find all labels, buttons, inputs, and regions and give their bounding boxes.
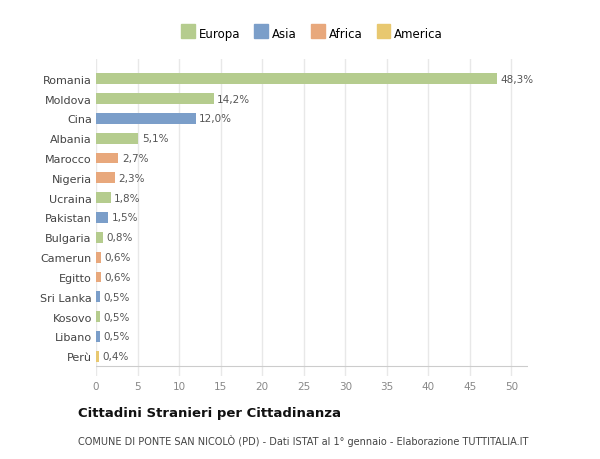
Bar — [96, 351, 100, 362]
Bar — [96, 134, 139, 144]
Text: 0,5%: 0,5% — [103, 312, 130, 322]
Bar — [96, 272, 101, 283]
Text: 0,4%: 0,4% — [103, 352, 129, 362]
Text: 14,2%: 14,2% — [217, 94, 250, 104]
Bar — [96, 173, 115, 184]
Text: 0,6%: 0,6% — [104, 272, 131, 282]
Bar — [96, 292, 100, 302]
Text: 2,3%: 2,3% — [118, 174, 145, 184]
Text: COMUNE DI PONTE SAN NICOLÒ (PD) - Dati ISTAT al 1° gennaio - Elaborazione TUTTIT: COMUNE DI PONTE SAN NICOLÒ (PD) - Dati I… — [78, 434, 529, 446]
Legend: Europa, Asia, Africa, America: Europa, Asia, Africa, America — [178, 24, 446, 45]
Bar — [96, 114, 196, 124]
Text: 48,3%: 48,3% — [500, 74, 534, 84]
Bar — [96, 74, 497, 85]
Text: 1,5%: 1,5% — [112, 213, 138, 223]
Text: 12,0%: 12,0% — [199, 114, 232, 124]
Text: 0,5%: 0,5% — [103, 292, 130, 302]
Bar — [96, 94, 214, 105]
Text: 2,7%: 2,7% — [122, 154, 148, 164]
Bar — [96, 232, 103, 243]
Text: 0,8%: 0,8% — [106, 233, 133, 243]
Bar — [96, 252, 101, 263]
Bar — [96, 331, 100, 342]
Text: Cittadini Stranieri per Cittadinanza: Cittadini Stranieri per Cittadinanza — [78, 406, 341, 419]
Text: 0,6%: 0,6% — [104, 252, 131, 263]
Text: 0,5%: 0,5% — [103, 332, 130, 342]
Bar — [96, 193, 111, 204]
Text: 1,8%: 1,8% — [114, 193, 141, 203]
Text: 5,1%: 5,1% — [142, 134, 168, 144]
Bar — [96, 153, 118, 164]
Bar — [96, 213, 109, 224]
Bar — [96, 312, 100, 322]
